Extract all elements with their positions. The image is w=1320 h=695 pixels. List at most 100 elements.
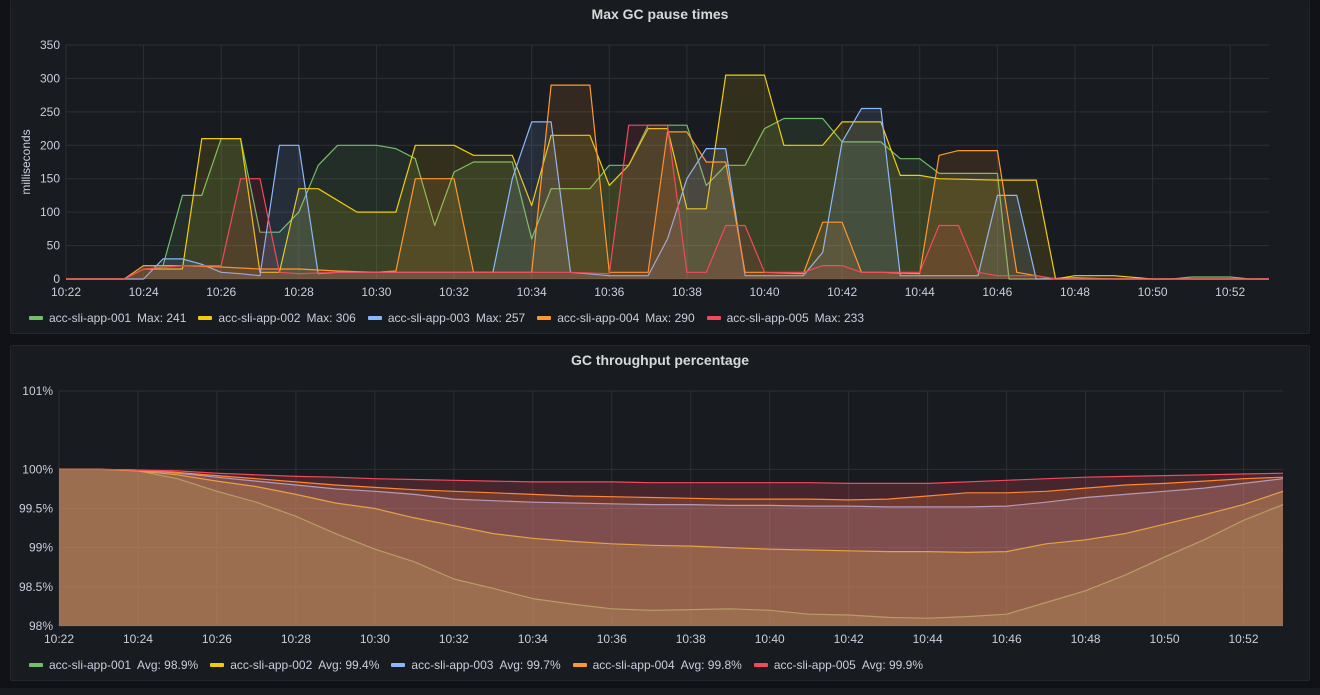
legend-series-name: acc-sli-app-004 xyxy=(557,311,640,325)
series-line[interactable] xyxy=(59,468,1284,553)
legend-item[interactable]: acc-sli-app-001 Max: 241 xyxy=(29,311,186,325)
legend: acc-sli-app-001 Avg: 98.9% acc-sli-app-002… xyxy=(29,658,923,672)
legend-series-name: acc-sli-app-001 xyxy=(49,658,132,672)
series-acc-sli-app-004 xyxy=(59,468,1284,626)
series-line[interactable] xyxy=(59,468,1284,484)
panel-title: GC throughput percentage xyxy=(570,352,750,368)
x-tick-label: 10:30 xyxy=(361,285,391,299)
legend-series-stat: Max: 257 xyxy=(475,311,526,325)
x-tick-label: 10:24 xyxy=(129,285,159,299)
legend-item[interactable]: acc-sli-app-004 Max: 290 xyxy=(537,311,695,325)
legend-swatch xyxy=(753,663,768,667)
x-tick-label: 10:24 xyxy=(123,632,153,646)
legend-item[interactable]: acc-sli-app-004 Avg: 99.8% xyxy=(572,658,742,672)
series-area xyxy=(59,469,1283,626)
legend-series-name: acc-sli-app-005 xyxy=(773,658,856,672)
x-tick-label: 10:38 xyxy=(676,632,706,646)
x-tick-label: 10:28 xyxy=(281,632,311,646)
legend-swatch xyxy=(198,316,213,320)
y-tick-label: 150 xyxy=(40,172,60,186)
legend-item[interactable]: acc-sli-app-001 Avg: 98.9% xyxy=(29,658,198,672)
legend-series-name: acc-sli-app-004 xyxy=(592,658,675,672)
legend-series-stat: Max: 290 xyxy=(645,311,695,325)
legend-swatch xyxy=(572,663,587,667)
series-line[interactable] xyxy=(66,107,1269,280)
legend-swatch xyxy=(537,316,552,320)
legend-series-stat: Avg: 98.9% xyxy=(137,658,199,672)
legend-swatch xyxy=(210,663,225,667)
x-tick-label: 10:50 xyxy=(1138,285,1168,299)
x-tick-label: 10:34 xyxy=(518,632,548,646)
panel-gc-throughput: GC throughput percentage 98% 98.5% 99% 99.5… xyxy=(10,345,1310,681)
legend-series-name: acc-sli-app-001 xyxy=(49,311,132,325)
series-area xyxy=(66,118,1269,279)
series-area xyxy=(59,469,1283,626)
panel-title: Max GC pause times xyxy=(591,6,729,22)
legend-item[interactable]: acc-sli-app-002 Max: 306 xyxy=(198,311,356,325)
grid: 98% 98.5% 99% 99.5% 100% 101% 10:22 10:24 10:26 1… xyxy=(19,384,1283,646)
y-tick-label: 100 xyxy=(40,205,60,219)
x-tick-label: 10:40 xyxy=(755,632,785,646)
x-tick-label: 10:52 xyxy=(1215,285,1245,299)
y-tick-label: 99.5% xyxy=(19,502,53,516)
legend-swatch xyxy=(29,663,43,667)
legend-swatch xyxy=(706,316,721,320)
series-area xyxy=(59,469,1283,626)
chart-gc-throughput[interactable]: 98% 98.5% 99% 99.5% 100% 101% 10:22 10:24 10:26 1… xyxy=(11,346,1311,682)
series-acc-sli-app-003 xyxy=(59,468,1284,626)
x-tick-label: 10:36 xyxy=(594,285,624,299)
series-line[interactable] xyxy=(66,74,1269,280)
x-tick-label: 10:26 xyxy=(202,632,232,646)
series-area xyxy=(66,108,1269,279)
series-area xyxy=(66,75,1269,279)
series-line[interactable] xyxy=(66,84,1269,280)
legend-series-name: acc-sli-app-005 xyxy=(726,311,809,325)
y-tick-label: 250 xyxy=(40,105,60,119)
legend-item[interactable]: acc-sli-app-003 Avg: 99.7% xyxy=(391,658,561,672)
y-tick-label: 98.5% xyxy=(19,580,53,594)
x-tick-label: 10:42 xyxy=(827,285,857,299)
legend-series-stat: Avg: 99.4% xyxy=(318,658,380,672)
y-tick-label: 350 xyxy=(40,38,60,52)
y-tick-label: 0 xyxy=(53,272,60,286)
x-tick-label: 10:48 xyxy=(1060,285,1090,299)
series-acc-sli-app-002 xyxy=(66,74,1269,280)
x-tick-label: 10:50 xyxy=(1150,632,1180,646)
x-tick-label: 10:34 xyxy=(517,285,547,299)
series-line[interactable] xyxy=(66,124,1269,280)
x-tick-label: 10:44 xyxy=(905,285,935,299)
next-panel-edge xyxy=(0,688,1320,695)
y-tick-label: 300 xyxy=(40,71,60,85)
y-tick-label: 100% xyxy=(22,462,53,476)
legend-item[interactable]: acc-sli-app-005 Avg: 99.9% xyxy=(753,658,924,672)
series-acc-sli-app-004 xyxy=(66,84,1269,280)
x-tick-label: 10:40 xyxy=(750,285,780,299)
x-tick-label: 10:44 xyxy=(913,632,943,646)
legend-series-stat: Max: 233 xyxy=(814,311,865,325)
series-acc-sli-app-003 xyxy=(66,107,1269,280)
x-tick-label: 10:46 xyxy=(992,632,1022,646)
chart-max-gc-pause[interactable]: 0 50 100 150 200 250 300 350 10:22 10:24 10:26 10:2… xyxy=(11,0,1311,334)
y-tick-label: 99% xyxy=(29,541,53,555)
x-tick-label: 10:26 xyxy=(206,285,236,299)
series-acc-sli-app-002 xyxy=(59,468,1284,626)
legend-series-stat: Avg: 99.9% xyxy=(861,658,924,672)
series-line[interactable] xyxy=(66,117,1269,280)
x-tick-label: 10:42 xyxy=(834,632,864,646)
series-area xyxy=(66,85,1269,279)
legend-series-name: acc-sli-app-002 xyxy=(230,658,313,672)
x-tick-label: 10:52 xyxy=(1229,632,1259,646)
grid: 0 50 100 150 200 250 300 350 10:22 10:24 10:26 10:2… xyxy=(40,38,1269,299)
series-line[interactable] xyxy=(59,468,1284,508)
legend-item[interactable]: acc-sli-app-002 Avg: 99.4% xyxy=(210,658,379,672)
legend-series-stat: Avg: 99.8% xyxy=(680,658,742,672)
x-tick-label: 10:38 xyxy=(672,285,702,299)
series-line[interactable] xyxy=(59,468,1284,619)
legend-swatch xyxy=(29,316,43,320)
legend-item[interactable]: acc-sli-app-005 Max: 233 xyxy=(706,311,865,325)
series-area xyxy=(59,469,1283,626)
series-line[interactable] xyxy=(59,468,1284,501)
y-axis-label: milliseconds xyxy=(19,129,33,194)
legend-item[interactable]: acc-sli-app-003 Max: 257 xyxy=(367,311,526,325)
legend-series-stat: Max: 241 xyxy=(137,311,187,325)
